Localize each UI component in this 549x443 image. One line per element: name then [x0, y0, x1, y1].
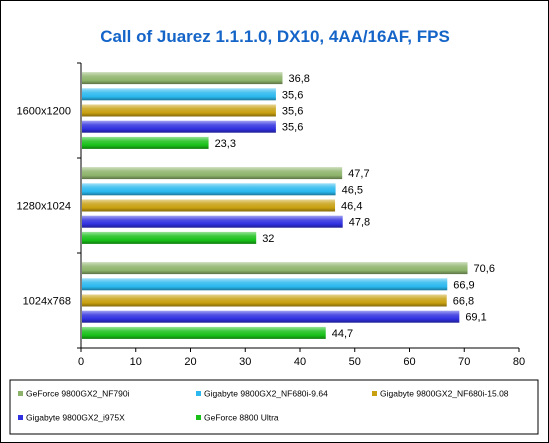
chart-title: Call of Juarez 1.1.1.0, DX10, 4AA/16AF, …: [100, 27, 450, 46]
data-label: 47,8: [349, 217, 370, 229]
data-label: 46,5: [342, 184, 363, 196]
x-tick-label: 30: [239, 356, 251, 368]
x-tick-label: 60: [403, 356, 415, 368]
bar: [82, 120, 276, 133]
data-label: 70,6: [474, 263, 495, 275]
x-tick-label: 50: [349, 356, 361, 368]
bar: [82, 183, 336, 196]
legend-label: GeForce 9800GX2_NF790i: [26, 389, 130, 399]
x-tick-label: 40: [294, 356, 306, 368]
legend-swatch: [196, 391, 201, 396]
bar: [82, 231, 257, 244]
data-label: 47,7: [348, 168, 369, 180]
legend-label: Gigabyte 9800GX2_NF680i-15.08: [380, 389, 509, 399]
legend-swatch: [196, 415, 201, 420]
bar: [82, 199, 336, 212]
data-label: 69,1: [465, 312, 486, 324]
x-tick-label: 80: [513, 356, 525, 368]
data-label: 44,7: [332, 328, 353, 340]
data-label: 36,8: [288, 73, 309, 85]
data-label: 23,3: [215, 138, 236, 150]
x-tick-label: 70: [458, 356, 470, 368]
category-label: 1280x1024: [17, 201, 71, 213]
bar: [82, 262, 468, 275]
category-label: 1024x768: [23, 296, 71, 308]
category-label: 1600x1200: [17, 106, 71, 118]
bar: [82, 294, 447, 307]
data-label: 46,4: [341, 201, 362, 213]
plot-area: 0 10 20 30 40 50 60 70 80 1600x1200 36,8 35,6 35,6 35…: [17, 62, 525, 368]
legend-box: [9, 379, 539, 435]
data-label: 35,6: [282, 89, 303, 101]
bar: [82, 215, 343, 228]
data-label: 35,6: [282, 106, 303, 118]
bar: [82, 104, 276, 117]
bar: [82, 278, 448, 291]
data-label: 35,6: [282, 122, 303, 134]
x-tick-label: 10: [130, 356, 142, 368]
bar: [82, 326, 326, 339]
bar: [82, 136, 209, 149]
data-label: 66,9: [453, 279, 474, 291]
bar: [82, 72, 283, 85]
x-tick-label: 20: [184, 356, 196, 368]
data-label: 32: [262, 233, 274, 245]
legend-swatch: [18, 391, 23, 396]
legend-swatch: [372, 391, 377, 396]
legend-swatch: [18, 415, 23, 420]
legend: GeForce 9800GX2_NF790i Gigabyte 9800GX2_N…: [9, 379, 539, 435]
x-tick-label: 0: [78, 356, 84, 368]
bar: [82, 310, 460, 323]
bar: [82, 88, 276, 101]
legend-label: Gigabyte 9800GX2_i975X: [26, 413, 125, 423]
bar: [82, 167, 343, 180]
legend-label: Gigabyte 9800GX2_NF680i-9.64: [204, 389, 328, 399]
legend-label: GeForce 8800 Ultra: [204, 413, 279, 423]
data-label: 66,8: [453, 296, 474, 308]
